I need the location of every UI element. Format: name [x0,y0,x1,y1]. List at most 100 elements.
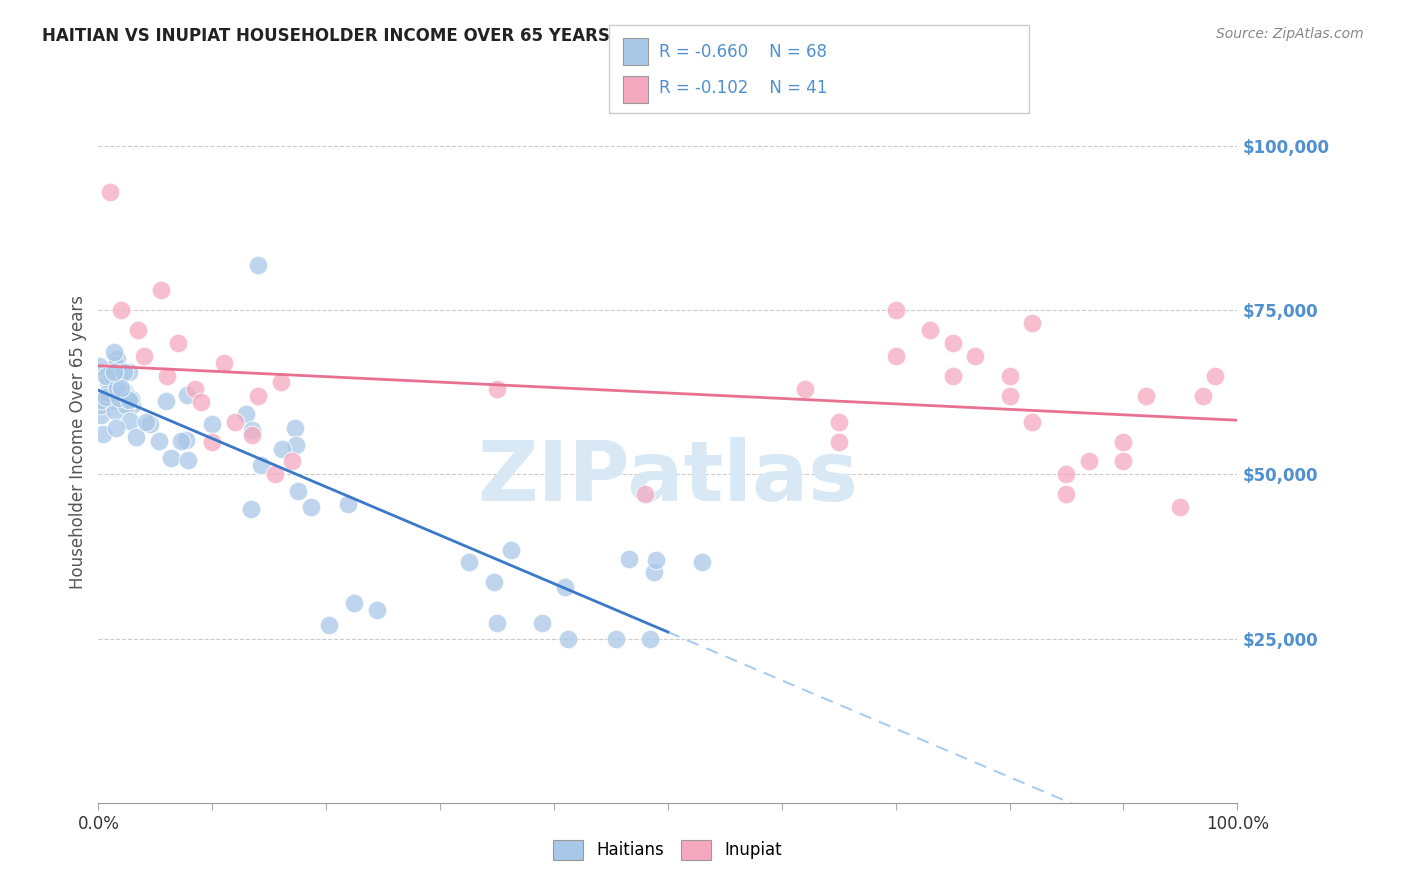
Point [284,437,307,451]
Point [287,484,309,499]
Point [998,388,1021,402]
Point [96,369,118,384]
Point [132,349,155,363]
Point [190,395,212,409]
Point [121,398,143,412]
Point [1056,487,1078,501]
Point [120,414,142,428]
Point [645,553,668,567]
Point [124,429,146,443]
Point [118,365,141,379]
Point [690,555,713,569]
Point [634,487,657,501]
Point [103,394,125,409]
Point [176,452,198,467]
Point [104,403,127,417]
Point [98,185,121,199]
Point [176,387,198,401]
Point [110,303,132,318]
Point [235,408,257,422]
Point [246,388,269,402]
Point [239,502,262,516]
Point [530,616,553,631]
Point [105,352,128,367]
Point [554,580,576,594]
Point [284,421,307,435]
Point [160,450,183,465]
Point [486,382,509,396]
Point [224,415,246,429]
Point [201,434,224,449]
Point [112,386,135,401]
Point [1170,500,1192,515]
Point [318,618,340,632]
Point [828,415,851,429]
Point [90,398,112,412]
Point [884,303,907,318]
Point [605,632,627,646]
Point [97,385,120,400]
Point [366,603,388,617]
Point [1112,434,1135,449]
Point [485,616,508,631]
Point [918,323,941,337]
Point [557,632,579,646]
Point [105,420,128,434]
Point [184,382,207,396]
Point [281,454,304,468]
Point [90,392,112,407]
Point [104,358,127,372]
Point [100,368,122,382]
Point [1078,454,1101,468]
Point [201,417,224,432]
Y-axis label: Householder Income Over 65 years: Householder Income Over 65 years [69,294,87,589]
Point [90,408,112,422]
Point [828,434,851,449]
Text: R = -0.660    N = 68: R = -0.660 N = 68 [659,43,827,62]
Point [150,284,173,298]
Point [884,349,907,363]
Point [120,392,142,406]
Point [91,427,114,442]
Point [643,565,665,579]
Point [89,359,111,373]
Point [103,365,125,379]
Text: R = -0.102    N = 41: R = -0.102 N = 41 [659,78,828,96]
Point [167,336,190,351]
Point [638,632,661,646]
Point [242,423,264,437]
Point [482,575,505,590]
Point [135,415,157,429]
Point [619,551,641,566]
Point [337,497,360,511]
Point [156,368,179,383]
Point [250,458,273,472]
Point [499,543,522,558]
Point [103,345,125,359]
Point [108,391,131,405]
Point [1135,388,1157,402]
Point [170,434,193,449]
Point [270,442,292,456]
Point [246,258,269,272]
Point [176,434,198,448]
Point [998,368,1021,383]
Text: ZIPatlas: ZIPatlas [478,437,858,518]
Point [105,381,128,395]
Point [942,368,965,383]
Point [148,434,170,448]
Point [264,467,287,482]
Point [270,376,292,390]
Point [457,555,479,569]
Point [942,336,965,351]
Legend: Haitians, Inupiat: Haitians, Inupiat [547,833,789,867]
Point [1204,368,1226,383]
Point [114,385,136,400]
Point [118,392,141,407]
Point [127,323,149,337]
Point [111,388,134,402]
Point [793,382,815,396]
Point [1112,454,1135,468]
Point [115,398,138,412]
Point [94,390,117,404]
